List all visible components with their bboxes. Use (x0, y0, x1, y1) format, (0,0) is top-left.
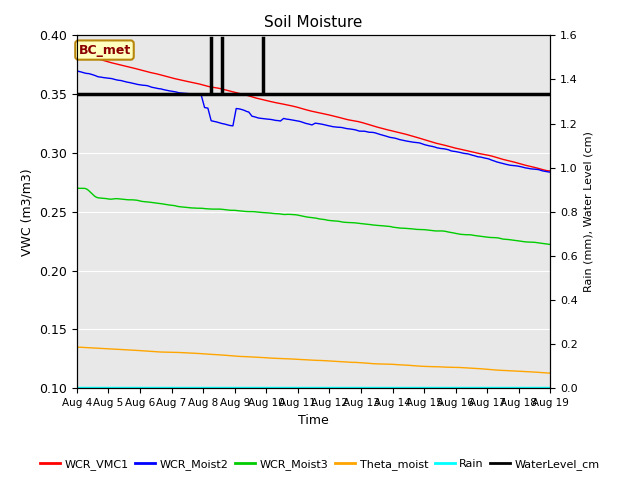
WCR_Moist2 (385, 134, 392, 140)
Rain (73, 384, 81, 390)
WCR_Moist3 (131, 197, 138, 203)
WCR_VMC1 (547, 168, 554, 174)
Line: WCR_Moist3: WCR_Moist3 (77, 188, 550, 244)
Rain (131, 384, 138, 390)
Theta_moist (179, 350, 186, 356)
WCR_Moist3 (371, 222, 378, 228)
Line: WCR_VMC1: WCR_VMC1 (77, 53, 550, 171)
WCR_Moist3 (73, 185, 81, 191)
WCR_Moist3 (81, 186, 89, 192)
WCR_VMC1 (385, 127, 392, 133)
WCR_VMC1 (73, 50, 81, 56)
WCR_Moist2 (547, 169, 554, 175)
Theta_moist (385, 361, 392, 367)
Line: Theta_moist: Theta_moist (77, 347, 550, 373)
Rain (81, 384, 89, 390)
WCR_Moist2 (81, 70, 89, 76)
WCR_Moist2 (371, 130, 378, 135)
Theta_moist (73, 344, 81, 350)
WCR_VMC1 (204, 83, 211, 89)
WCR_VMC1 (179, 77, 186, 83)
WCR_Moist2 (179, 90, 186, 96)
Rain (204, 384, 211, 390)
Rain (179, 384, 186, 390)
Rain (385, 384, 392, 390)
Y-axis label: Rain (mm), Water Level (cm): Rain (mm), Water Level (cm) (584, 132, 593, 292)
WCR_VMC1 (371, 123, 378, 129)
Theta_moist (81, 345, 89, 350)
X-axis label: Time: Time (298, 414, 329, 427)
WCR_Moist2 (131, 81, 138, 86)
Legend: WCR_VMC1, WCR_Moist2, WCR_Moist3, Theta_moist, Rain, WaterLevel_cm: WCR_VMC1, WCR_Moist2, WCR_Moist3, Theta_… (36, 455, 604, 474)
Theta_moist (204, 351, 211, 357)
Y-axis label: VWC (m3/m3): VWC (m3/m3) (20, 168, 34, 256)
Text: BC_met: BC_met (78, 44, 131, 57)
WCR_Moist3 (547, 241, 554, 247)
WCR_Moist3 (204, 206, 211, 212)
WCR_Moist2 (73, 68, 81, 74)
WCR_VMC1 (131, 65, 138, 71)
Theta_moist (131, 348, 138, 353)
Rain (371, 384, 378, 390)
WCR_VMC1 (81, 52, 89, 58)
Line: WCR_Moist2: WCR_Moist2 (77, 71, 550, 172)
WCR_Moist3 (385, 223, 392, 229)
Theta_moist (371, 361, 378, 367)
WCR_Moist2 (204, 105, 211, 111)
Rain (547, 384, 554, 390)
WCR_Moist3 (179, 204, 186, 210)
Title: Soil Moisture: Soil Moisture (264, 15, 363, 30)
Theta_moist (547, 370, 554, 376)
